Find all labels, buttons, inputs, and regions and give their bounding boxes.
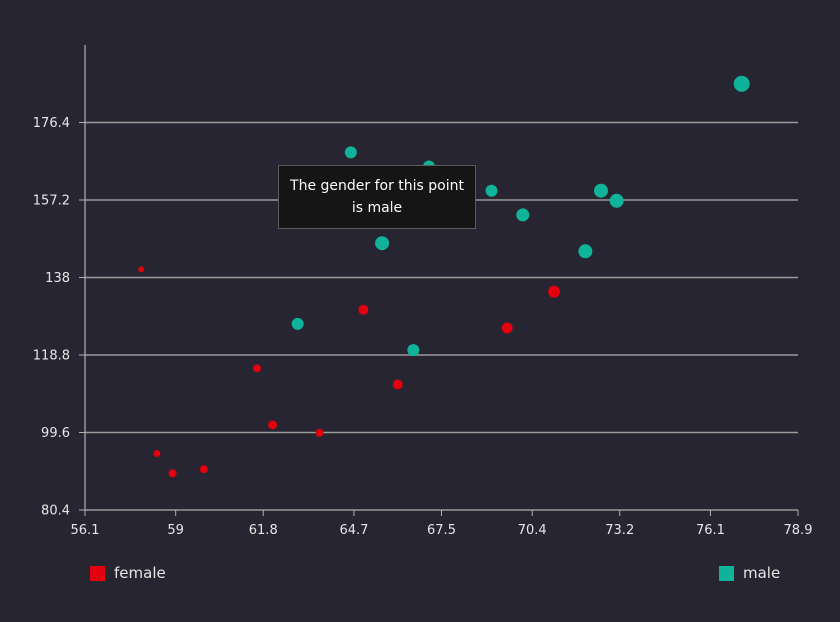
data-point-female[interactable]: [138, 266, 145, 273]
y-tick-label: 80.4: [41, 504, 70, 519]
data-point-male[interactable]: [733, 75, 750, 92]
data-point-female[interactable]: [199, 465, 208, 474]
y-tick-label: 99.6: [41, 426, 70, 441]
tick-layer: 80.4 99.6 118.8 138 157.2 176.4 56.1 59 61.8 64.7…: [33, 116, 813, 538]
x-tick-label: 61.8: [249, 523, 278, 538]
x-tick-label: 59: [167, 523, 184, 538]
y-tick-label: 176.4: [33, 116, 70, 131]
data-point-female[interactable]: [358, 304, 369, 315]
data-point-male[interactable]: [516, 208, 530, 222]
data-point-male[interactable]: [593, 183, 608, 198]
x-tick-label: 64.7: [339, 523, 368, 538]
tooltip: The gender for this point is male: [278, 165, 476, 229]
data-point-female[interactable]: [315, 428, 324, 437]
legend-swatch-male: [719, 565, 734, 581]
grid-layer: [85, 121, 798, 434]
data-point-female[interactable]: [392, 379, 403, 390]
data-point-female[interactable]: [501, 322, 513, 334]
axis-layer: [79, 45, 799, 516]
legend-label-male: male: [743, 564, 781, 582]
y-tick-label: 138: [45, 271, 70, 286]
data-point-female[interactable]: [268, 420, 278, 430]
y-tick-label: 157.2: [33, 194, 70, 209]
data-point-male[interactable]: [375, 236, 390, 251]
data-point-male[interactable]: [344, 146, 357, 159]
data-point-female[interactable]: [153, 449, 161, 457]
data-point-male[interactable]: [609, 193, 624, 208]
y-tick-label: 118.8: [33, 349, 70, 364]
point-layer: [138, 75, 750, 478]
legend-label-female: female: [114, 564, 166, 582]
x-tick-label: 67.5: [427, 523, 456, 538]
x-tick-label: 76.1: [696, 523, 725, 538]
x-tick-label: 73.2: [605, 523, 634, 538]
data-point-male[interactable]: [407, 344, 420, 357]
legend-item-female[interactable]: female: [90, 562, 166, 584]
data-point-male[interactable]: [291, 317, 304, 330]
x-tick-label: 56.1: [71, 523, 100, 538]
legend-swatch-female: [90, 565, 105, 581]
x-tick-label: 78.9: [784, 523, 813, 538]
data-point-female[interactable]: [252, 364, 261, 373]
data-point-male[interactable]: [485, 184, 498, 197]
x-tick-label: 70.4: [518, 523, 547, 538]
legend-item-male[interactable]: male: [719, 562, 780, 584]
data-point-female[interactable]: [548, 285, 561, 298]
data-point-female[interactable]: [168, 469, 177, 478]
data-point-male[interactable]: [578, 244, 593, 259]
